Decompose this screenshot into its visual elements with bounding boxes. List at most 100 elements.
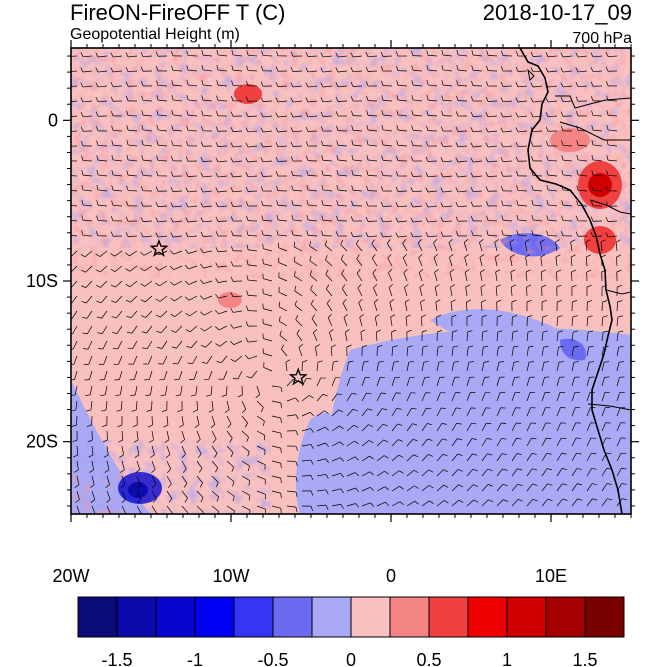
wind-barb	[406, 454, 419, 462]
wind-barb	[305, 126, 318, 132]
wind-barb	[102, 430, 108, 443]
wind-barb	[466, 438, 477, 447]
wind-barb	[71, 100, 78, 103]
wind-barb	[351, 125, 363, 132]
wind-barb	[396, 65, 408, 72]
wind-barb	[590, 52, 603, 58]
wind-barb	[290, 51, 303, 57]
wind-barb	[215, 202, 228, 208]
wind-barb	[411, 125, 423, 132]
wind-barb	[511, 361, 519, 372]
wind-barb	[591, 125, 603, 132]
wind-barb	[141, 140, 153, 147]
wind-barb	[525, 269, 531, 282]
wind-barb	[525, 254, 531, 267]
wind-barb	[126, 155, 138, 162]
wind-barb	[555, 269, 562, 282]
wind-barb	[355, 239, 363, 252]
wind-barb	[470, 186, 483, 193]
wind-barb	[126, 125, 138, 132]
wind-barb	[605, 66, 618, 72]
wind-barb	[316, 360, 323, 372]
wind-barb	[276, 200, 288, 207]
wind-barb	[111, 140, 123, 147]
wind-barb	[575, 67, 588, 73]
wind-barb	[541, 376, 550, 387]
wind-barb	[111, 155, 123, 162]
wind-barb	[576, 185, 588, 192]
wind-barb	[464, 254, 469, 267]
wind-barb	[127, 340, 138, 350]
wind-barb	[170, 310, 183, 317]
wind-barb	[316, 489, 329, 495]
wind-barb	[293, 241, 303, 252]
wind-barb	[326, 284, 333, 297]
star-marker-center	[288, 367, 308, 386]
wind-barb	[406, 407, 417, 417]
wind-barb	[480, 269, 485, 282]
wind-barb	[526, 453, 537, 462]
wind-barb	[171, 95, 183, 102]
wind-barb	[616, 254, 622, 267]
wind-barb	[436, 407, 447, 417]
wind-barb	[196, 460, 203, 473]
wind-barb	[351, 140, 363, 147]
wind-barb	[230, 172, 243, 178]
wind-barb	[271, 490, 282, 499]
wind-barb	[215, 126, 228, 132]
wind-barb	[466, 330, 473, 342]
wind-barb	[230, 201, 243, 207]
wind-barb	[586, 498, 598, 507]
wind-barb	[526, 315, 533, 327]
wind-barb	[331, 503, 344, 509]
wind-barb	[321, 140, 333, 147]
wind-barb	[441, 95, 453, 102]
wind-barb	[260, 81, 273, 87]
wind-barb	[481, 438, 492, 447]
wind-barb	[196, 430, 201, 443]
colorbar-swatch	[545, 596, 586, 638]
wind-barb	[451, 438, 463, 447]
wind-barb	[241, 445, 250, 457]
wind-barb	[451, 361, 459, 372]
wind-barb	[371, 254, 378, 267]
wind-barb	[526, 468, 538, 477]
wind-barb	[466, 422, 477, 432]
wind-barb	[314, 344, 320, 357]
wind-barb	[85, 385, 93, 396]
wind-barb	[556, 300, 563, 312]
wind-barb	[556, 361, 565, 372]
wind-barb	[485, 171, 498, 178]
wind-barb	[278, 301, 288, 312]
wind-barb	[575, 81, 588, 88]
wind-barb	[336, 140, 348, 147]
wind-barb	[426, 125, 438, 132]
wind-barb	[230, 276, 243, 282]
wind-barb	[600, 239, 606, 252]
wind-barb	[396, 109, 408, 117]
wind-barb	[494, 254, 500, 267]
wind-barb	[601, 376, 610, 387]
wind-barb	[556, 422, 566, 432]
wind-barb	[515, 82, 528, 88]
wind-barb	[81, 200, 93, 207]
wind-barb	[211, 460, 219, 473]
wind-barb	[606, 110, 618, 117]
wind-barb	[279, 330, 288, 342]
colorbar-swatch	[350, 596, 391, 638]
wind-barb	[616, 300, 623, 312]
wind-barb	[616, 422, 626, 432]
wind-barb	[81, 280, 93, 288]
wind-barb	[185, 310, 198, 317]
wind-barb	[586, 452, 597, 462]
wind-barb	[456, 65, 468, 72]
wind-barb	[156, 125, 168, 132]
wind-barb	[215, 157, 228, 163]
wind-barb	[560, 82, 573, 88]
wind-barb	[435, 299, 441, 312]
wind-barb	[275, 171, 288, 177]
wind-barb	[141, 155, 153, 162]
wind-barb	[590, 216, 603, 222]
wind-barb	[331, 425, 344, 432]
wind-barb	[496, 437, 507, 447]
